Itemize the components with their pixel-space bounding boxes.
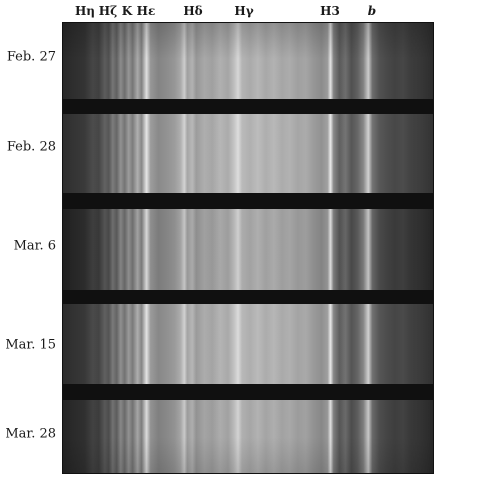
date-label-3: Mar. 6 (13, 238, 56, 254)
label-h-gamma: Hγ (234, 4, 254, 18)
label-h-zeta: Hζ (98, 4, 118, 18)
label-h-eta: Hη (74, 4, 96, 18)
spectrum-plate (62, 22, 434, 474)
spectrum-strip-4 (63, 304, 433, 384)
spectrum-strip-2 (63, 114, 433, 193)
date-label-4: Mar. 15 (5, 337, 56, 353)
label-h-epsilon: Hε (136, 4, 156, 18)
spectrum-strip-5 (63, 400, 433, 473)
spectrum-strip-1 (63, 23, 433, 99)
observation-dates: Feb. 27 Feb. 28 Mar. 6 Mar. 15 Mar. 28 (0, 0, 60, 492)
label-k: K (121, 4, 133, 18)
plate-separator-3 (63, 290, 433, 304)
plate-separator-4 (63, 384, 433, 400)
label-h3: H3 (320, 4, 340, 18)
label-h-delta: Hδ (183, 4, 203, 18)
date-label-2: Feb. 28 (6, 139, 56, 155)
label-b: b (367, 4, 377, 18)
spectral-line-labels: Hη Hζ K Hε Hδ Hγ H3 b (0, 0, 500, 22)
plate-separator-2 (63, 193, 433, 209)
spectrum-strip-3 (63, 209, 433, 290)
date-label-5: Mar. 28 (5, 426, 56, 442)
date-label-1: Feb. 27 (6, 49, 56, 65)
plate-separator-1 (63, 99, 433, 114)
